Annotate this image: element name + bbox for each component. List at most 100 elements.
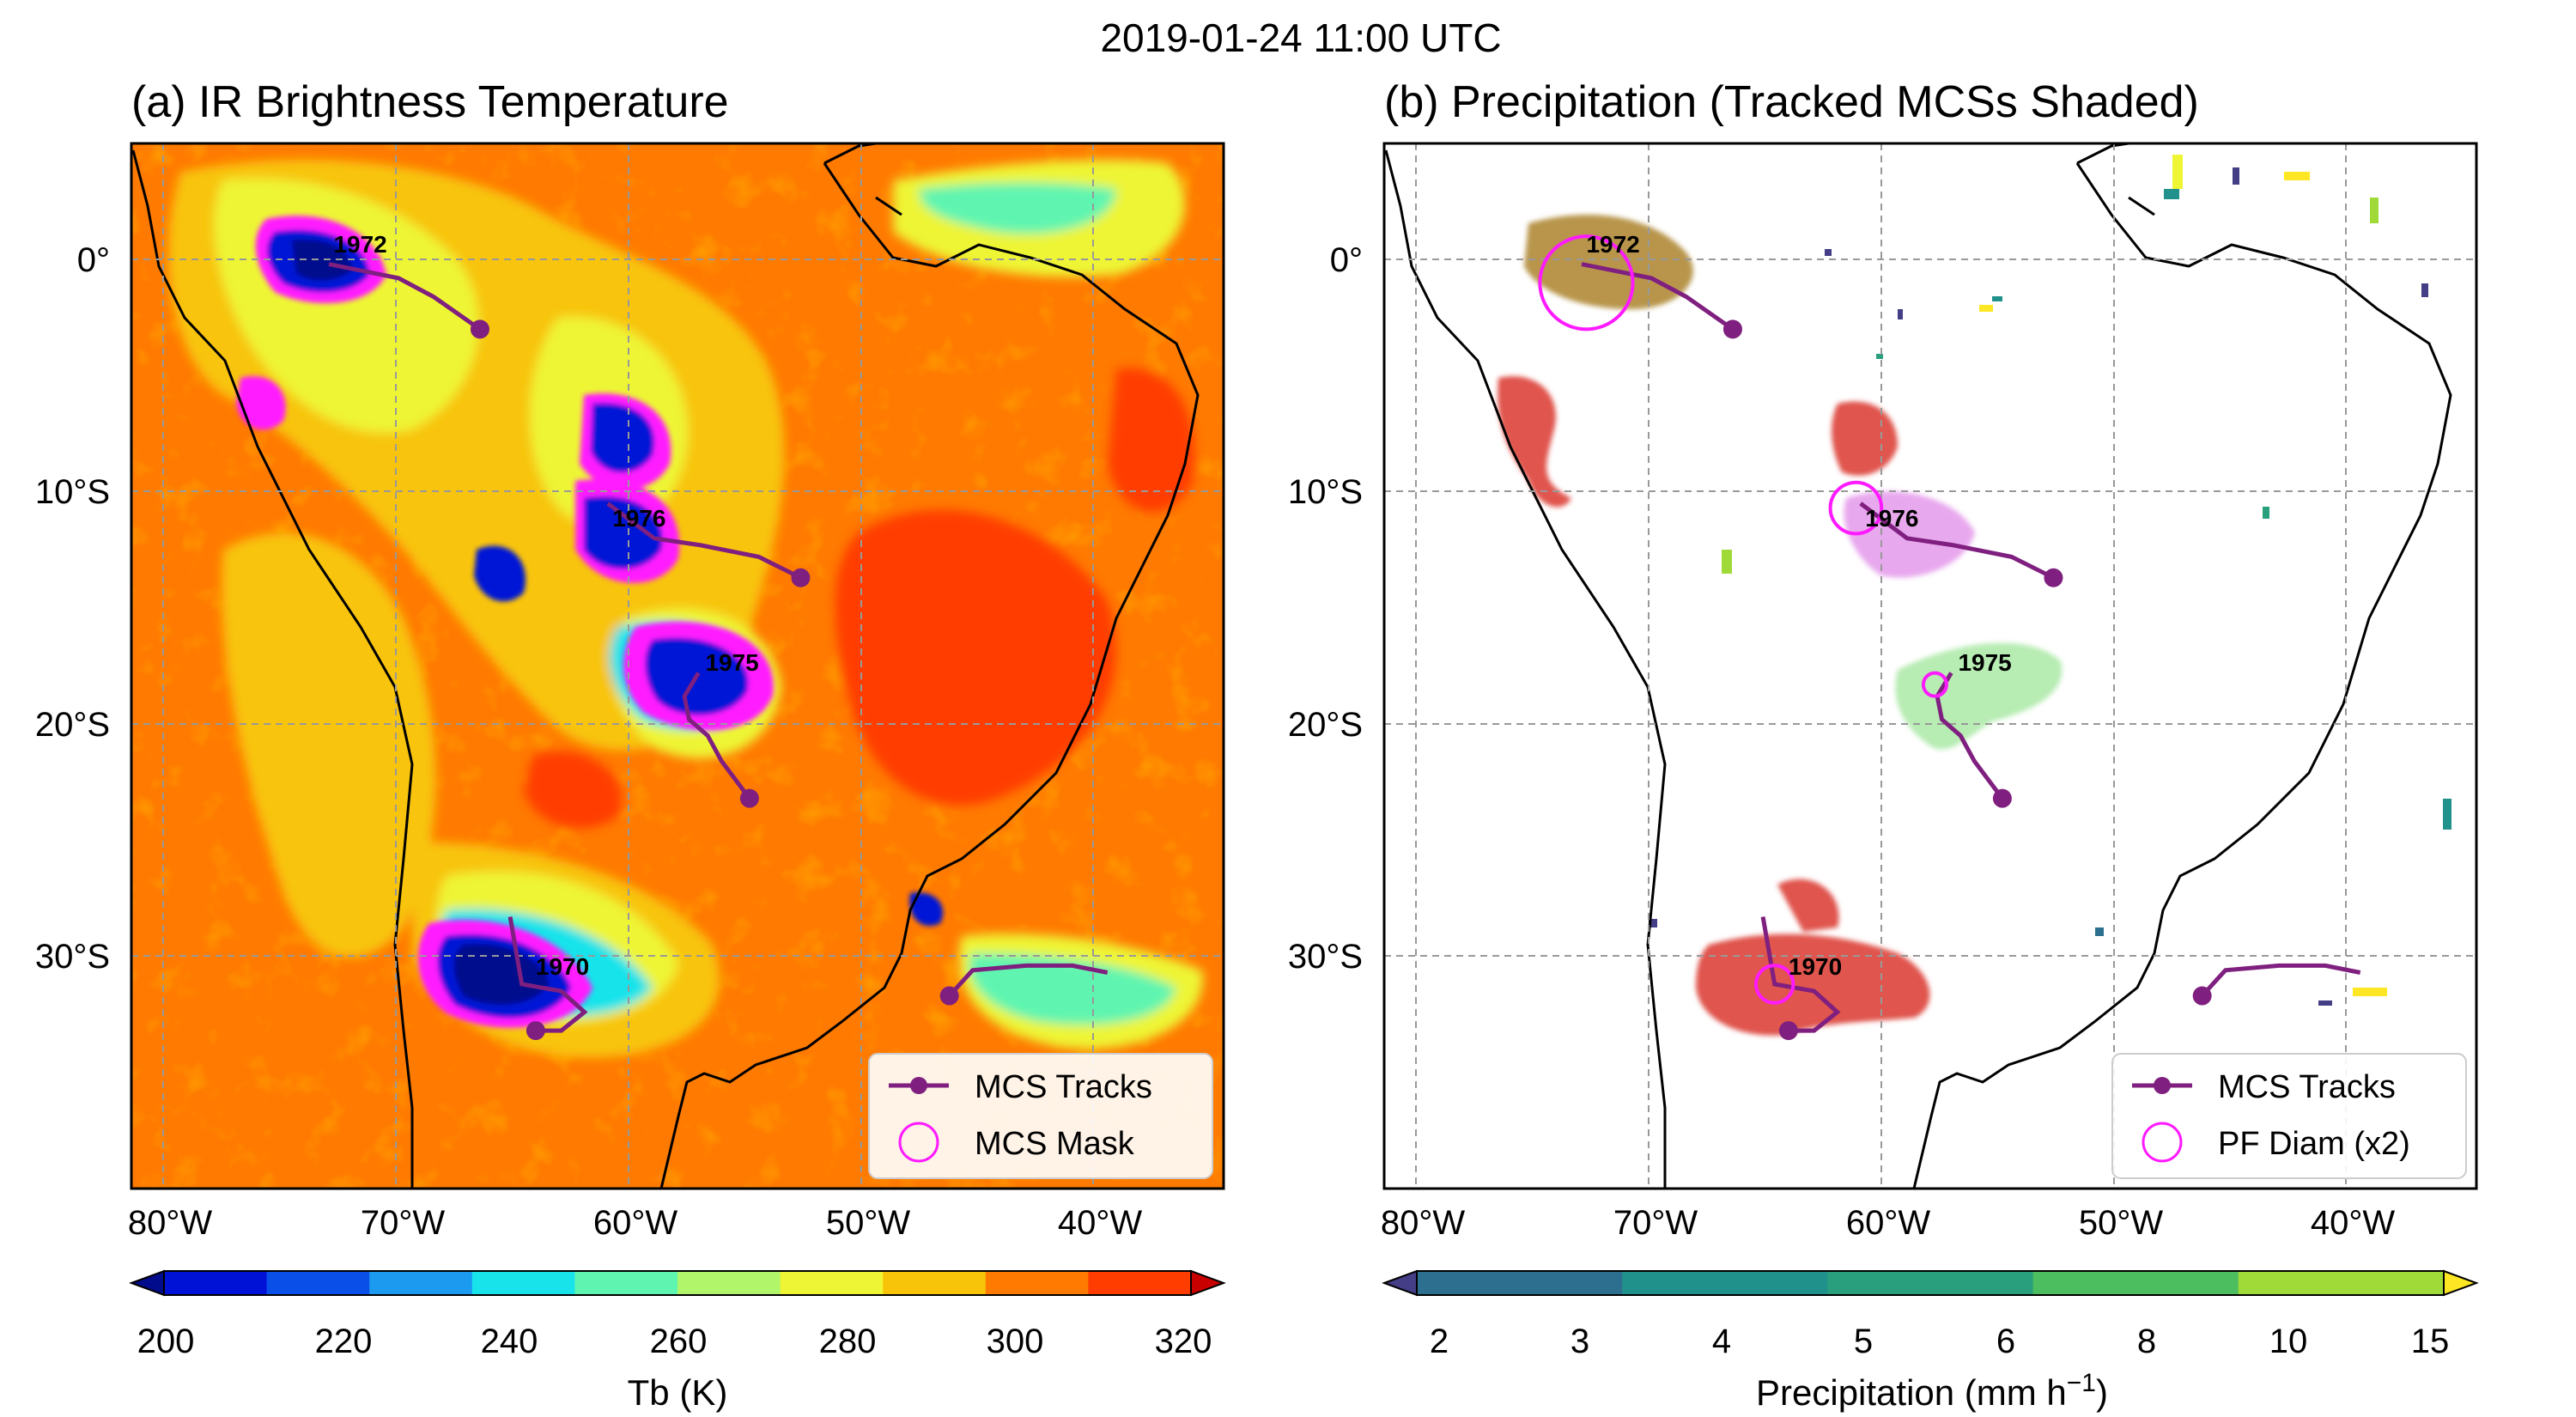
- colorbar-segment: [2032, 1271, 2239, 1295]
- colorbar-segment: [1088, 1271, 1192, 1295]
- mcs-track-line: [1760, 916, 1841, 1033]
- colorbar-tb: 200 220 240 260 280 300 320 Tb (K): [129, 1269, 1226, 1413]
- pf-diameter-ring: [1921, 671, 1948, 698]
- mcs-track-id-label: 1976: [612, 505, 665, 532]
- panel-b-lat-labels: 0° 10°S 20°S 30°S: [1288, 241, 1363, 976]
- mcs-track-id-label: 1976: [1865, 505, 1918, 532]
- mcs-track-end-marker: [1722, 319, 1742, 339]
- lat-label: 20°S: [35, 706, 110, 744]
- mcs-track-line: [947, 963, 1109, 998]
- colorbar-segment: [164, 1271, 268, 1295]
- panel-b-legend: MCS Tracks PF Diam (x2): [2111, 1053, 2467, 1179]
- panel-a-gridlines: [131, 143, 1224, 1189]
- colorbar-tick: 320: [1155, 1323, 1212, 1360]
- precip-area-west: [1498, 376, 1571, 508]
- mcs-track-end-marker: [791, 568, 811, 587]
- mcs-track-id-label: 1972: [333, 231, 386, 258]
- panel-b: (b) Precipitation (Tracked MCSs Shaded): [1288, 77, 2479, 1413]
- mcs-track-line: [606, 502, 802, 580]
- lon-label: 80°W: [1381, 1204, 1465, 1242]
- legend-track-marker: [2154, 1077, 2171, 1094]
- colorbar-tick: 6: [1996, 1323, 2015, 1360]
- panel-b-gridlines: [1384, 143, 2476, 1189]
- colorbar-tick: 200: [137, 1323, 195, 1360]
- mcs-track-end-marker: [1778, 1021, 1798, 1041]
- mcs-track-line: [328, 262, 482, 331]
- pf-diameter-ring: [1538, 234, 1635, 331]
- pf-diameter-ring: [1753, 964, 1795, 1005]
- mcs-track-end-marker: [739, 788, 759, 808]
- panel-b-map: [1384, 143, 2476, 1189]
- mcs-track-line: [1859, 502, 2055, 580]
- legend-pf-label: PF Diam (x2): [2218, 1126, 2410, 1162]
- legend-track-label: MCS Tracks: [2218, 1069, 2396, 1105]
- colorbar-segment: [2238, 1271, 2445, 1295]
- colorbar-segment: [266, 1271, 370, 1295]
- lat-label: 10°S: [35, 473, 110, 511]
- mcs-track-id-label: 1972: [1586, 231, 1639, 258]
- mcs-track-end-marker: [470, 319, 489, 339]
- panel-a-lat-labels: 0° 10°S 20°S 30°S: [35, 241, 110, 976]
- lat-label: 20°S: [1288, 706, 1363, 744]
- colorbar-tick: 5: [1854, 1323, 1873, 1360]
- colorbar-precip: 2 3 4 5 6 8 10 15 Precipitation (mm h−1): [1382, 1269, 2479, 1413]
- mcs-track-id-label: 1975: [705, 649, 758, 676]
- legend-pf-marker: [2142, 1122, 2183, 1163]
- lon-label: 60°W: [1846, 1204, 1930, 1242]
- panel-b-lon-labels: 80°W 70°W 60°W 50°W 40°W: [1381, 1204, 2395, 1242]
- colorbar-extend-high: [2443, 1269, 2479, 1297]
- lat-label: 30°S: [35, 938, 110, 976]
- mcs-track-line: [1581, 262, 1735, 331]
- mcs-track-id-label: 1975: [1958, 649, 2011, 676]
- precip-area-1970: [1696, 879, 1930, 1036]
- panel-a-title: (a) IR Brightness Temperature: [131, 77, 729, 127]
- colorbar-segment: [471, 1271, 575, 1295]
- lon-label: 50°W: [826, 1204, 910, 1242]
- colorbar-tick: 4: [1712, 1323, 1731, 1360]
- mcs-track-end-marker: [526, 1021, 545, 1041]
- colorbar-tick: 260: [650, 1323, 708, 1360]
- panel-b-title: (b) Precipitation (Tracked MCSs Shaded): [1384, 77, 2199, 127]
- mcs-track-end-marker: [939, 986, 959, 1006]
- mcs-track-line: [2200, 963, 2361, 998]
- colorbar-segment: [369, 1271, 473, 1295]
- colorbar-precip-ticks: 2 3 4 5 6 8 10 15: [1430, 1323, 2449, 1360]
- colorbar-tick: 8: [2137, 1323, 2156, 1360]
- mcs-track-end-marker: [2192, 986, 2212, 1006]
- colorbar-extend-low: [129, 1269, 165, 1297]
- colorbar-tick: 220: [315, 1323, 373, 1360]
- colorbar-tick: 3: [1571, 1323, 1589, 1360]
- panel-b-tracks: 1972 1976 1975 1970: [1538, 231, 2361, 1041]
- lat-label: 0°: [77, 241, 110, 279]
- colorbar-segment: [1417, 1271, 1623, 1295]
- colorbar-outline: [1416, 1270, 2445, 1296]
- panel-a-lon-labels: 80°W 70°W 60°W 50°W 40°W: [128, 1204, 1142, 1242]
- legend-track-label: MCS Tracks: [975, 1069, 1152, 1105]
- colorbar-segment: [1827, 1271, 2034, 1295]
- lon-label: 50°W: [2079, 1204, 2163, 1242]
- figure-suptitle: 2019-01-24 11:00 UTC: [1100, 15, 1501, 60]
- colorbar-extend-low: [1382, 1269, 1418, 1297]
- precip-scatter: [1610, 155, 2451, 1006]
- legend-mask-marker: [898, 1122, 939, 1163]
- colorbar-segment: [574, 1271, 678, 1295]
- mcs-track-end-marker: [1992, 788, 2012, 808]
- mcs-track-id-label: 1970: [536, 953, 589, 980]
- lon-label: 60°W: [593, 1204, 677, 1242]
- colorbar-segment: [677, 1271, 781, 1295]
- precip-area-1975: [1895, 642, 2063, 750]
- pf-diameter-ring: [1828, 480, 1884, 536]
- colorbar-segment: [985, 1271, 1089, 1295]
- lon-label: 40°W: [2311, 1204, 2395, 1242]
- mcs-track-end-marker: [2044, 568, 2063, 587]
- mcs-track-id-label: 1970: [1789, 953, 1842, 980]
- panel-a-frame: [130, 142, 1225, 1190]
- panel-a: (a) IR Brightness Temperature: [35, 77, 1226, 1413]
- colorbar-tb-label: Tb (K): [628, 1372, 728, 1413]
- mcs-track-line: [682, 672, 751, 800]
- lon-label: 70°W: [1613, 1204, 1698, 1242]
- tb-warm-areas: [524, 368, 1195, 829]
- colorbar-tick: 10: [2269, 1323, 2308, 1360]
- lat-label: 0°: [1330, 241, 1363, 279]
